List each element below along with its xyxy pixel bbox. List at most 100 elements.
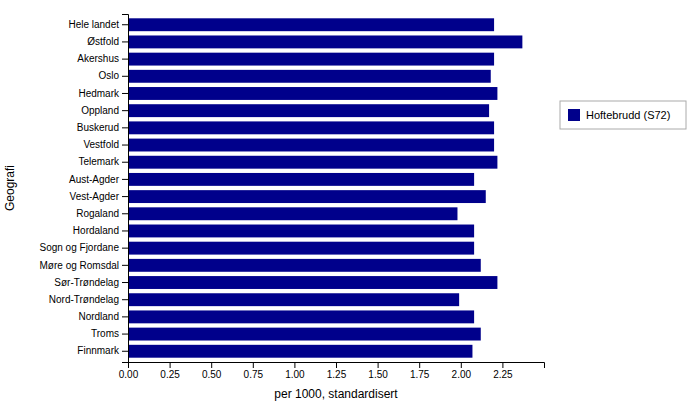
y-tick: Sør-Trøndelag <box>54 277 128 288</box>
bar <box>128 139 494 152</box>
y-tick: Østfold <box>87 36 128 47</box>
legend-label: Hoftebrudd (S72) <box>586 109 670 121</box>
y-tick-mark <box>122 145 128 146</box>
y-tick-mark <box>122 299 128 300</box>
y-tick-label: Vestfold <box>83 139 119 150</box>
bar <box>128 345 472 358</box>
x-tick: 1.25 <box>327 362 347 380</box>
y-tick-label: Rogaland <box>76 208 119 219</box>
y-tick-label: Sogn og Fjordane <box>39 242 119 253</box>
y-axis-title: Geografi <box>3 165 17 211</box>
x-tick-label: 2.25 <box>493 369 513 380</box>
bar <box>128 121 494 134</box>
bar <box>128 259 481 272</box>
x-tick-label: 0.75 <box>244 369 264 380</box>
y-tick-mark <box>122 282 128 283</box>
bar <box>128 207 457 220</box>
bar <box>128 276 497 289</box>
y-tick: Hedmark <box>78 88 128 99</box>
y-axis: Hele landet Østfold Akershus Oslo Hedmark Opp… <box>39 15 128 363</box>
bar <box>128 225 474 238</box>
y-axis-line <box>122 15 129 363</box>
x-tick: 0.75 <box>244 362 264 380</box>
y-tick-label: Hedmark <box>78 88 120 99</box>
y-tick-label: Akershus <box>77 53 119 64</box>
y-tick-mark <box>122 24 128 25</box>
y-tick-mark <box>122 127 128 128</box>
x-tick-mark <box>461 362 462 368</box>
y-tick-mark <box>122 196 128 197</box>
y-tick: Aust-Agder <box>69 174 128 185</box>
y-tick-mark <box>122 334 128 335</box>
y-tick-label: Nordland <box>78 311 119 322</box>
y-tick-label: Oslo <box>98 70 119 81</box>
x-tick-label: 1.00 <box>285 369 305 380</box>
x-tick: 1.00 <box>285 362 305 380</box>
bar <box>128 104 489 117</box>
y-tick: Hordaland <box>73 225 128 236</box>
legend-box <box>560 101 686 129</box>
x-tick: 0.50 <box>202 362 222 380</box>
y-tick: Sogn og Fjordane <box>39 242 128 253</box>
x-tick-label: 1.25 <box>327 369 347 380</box>
x-tick: 0.25 <box>160 362 180 380</box>
y-tick: Nordland <box>78 311 128 322</box>
x-tick-mark <box>253 362 254 368</box>
y-tick-label: Telemark <box>78 156 120 167</box>
plot: 0.00 0.25 0.50 0.75 1.00 1.25 1.50 1.75 2.00 2.25… <box>39 15 544 381</box>
bar <box>128 173 474 186</box>
x-tick: 2.00 <box>452 362 472 380</box>
y-tick-mark <box>122 265 128 266</box>
x-tick-label: 0.50 <box>202 369 222 380</box>
legend-swatch <box>568 109 580 121</box>
bar <box>128 87 497 100</box>
y-tick-mark <box>122 162 128 163</box>
x-tick-mark <box>294 362 295 368</box>
bar <box>128 18 494 31</box>
bar <box>128 53 494 66</box>
y-tick-label: Hordaland <box>73 225 119 236</box>
y-tick-mark <box>122 41 128 42</box>
y-tick-label: Oppland <box>81 105 119 116</box>
y-tick: Akershus <box>77 53 128 64</box>
x-tick-label: 1.50 <box>368 369 388 380</box>
y-tick-label: Hele landet <box>68 19 119 30</box>
bar <box>128 35 522 48</box>
x-tick-mark <box>419 362 420 368</box>
y-tick: Nord-Trøndelag <box>49 294 128 305</box>
y-tick: Finnmark <box>77 345 128 356</box>
bar <box>128 190 486 203</box>
bar <box>128 156 497 169</box>
bar <box>128 242 474 255</box>
x-tick: 1.75 <box>410 362 430 380</box>
y-tick-mark <box>122 76 128 77</box>
x-tick-label: 1.75 <box>410 369 430 380</box>
y-tick: Telemark <box>78 156 128 167</box>
y-tick-label: Vest-Agder <box>70 191 120 202</box>
x-tick-mark <box>170 362 171 368</box>
x-tick-label: 0.00 <box>119 369 139 380</box>
x-tick-label: 0.25 <box>160 369 180 380</box>
bar <box>128 310 474 323</box>
y-tick: Troms <box>91 328 128 339</box>
y-tick-mark <box>122 213 128 214</box>
x-tick-mark <box>211 362 212 368</box>
y-tick: Oslo <box>98 70 128 81</box>
y-tick-mark <box>122 351 128 352</box>
chart: 0.00 0.25 0.50 0.75 1.00 1.25 1.50 1.75 2.00 2.25… <box>0 0 694 408</box>
y-tick-mark <box>122 248 128 249</box>
y-tick-label: Sør-Trøndelag <box>54 277 119 288</box>
y-tick-label: Møre og Romsdal <box>40 260 119 271</box>
y-tick-mark <box>122 59 128 60</box>
x-axis-line <box>129 363 545 369</box>
bar <box>128 293 459 306</box>
x-tick: 0.00 <box>119 362 139 380</box>
y-tick-mark <box>122 230 128 231</box>
x-tick-label: 2.00 <box>452 369 472 380</box>
y-tick-label: Aust-Agder <box>69 174 120 185</box>
y-tick: Buskerud <box>77 122 128 133</box>
y-tick-label: Finnmark <box>77 345 120 356</box>
x-axis-title: per 1000, standardisert <box>274 387 398 401</box>
y-tick-label: Nord-Trøndelag <box>49 294 119 305</box>
x-tick: 1.50 <box>368 362 388 380</box>
